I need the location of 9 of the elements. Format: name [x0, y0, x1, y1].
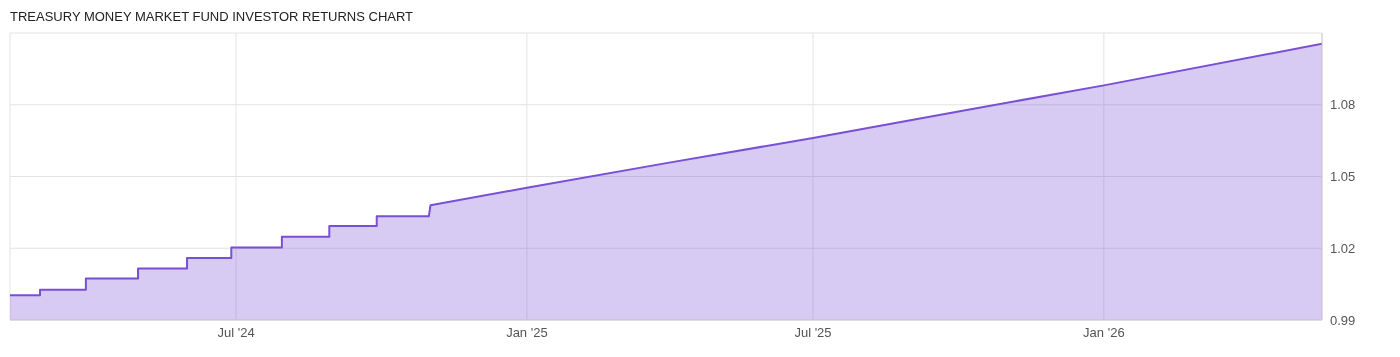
- x-tick-label: Jan '26: [1083, 325, 1125, 341]
- x-tick-label: Jan '25: [506, 325, 548, 341]
- y-tick-label: 1.02: [1330, 240, 1356, 256]
- y-tick-label: 1.05: [1330, 169, 1356, 185]
- x-tick-label: Jul '24: [217, 325, 255, 341]
- y-tick-label: 1.08: [1330, 97, 1356, 113]
- x-tick-label: Jul '25: [794, 325, 832, 341]
- chart-title: TREASURY MONEY MARKET FUND INVESTOR RETURNS CHART: [9, 8, 415, 26]
- y-tick-label: 0.99: [1330, 312, 1356, 328]
